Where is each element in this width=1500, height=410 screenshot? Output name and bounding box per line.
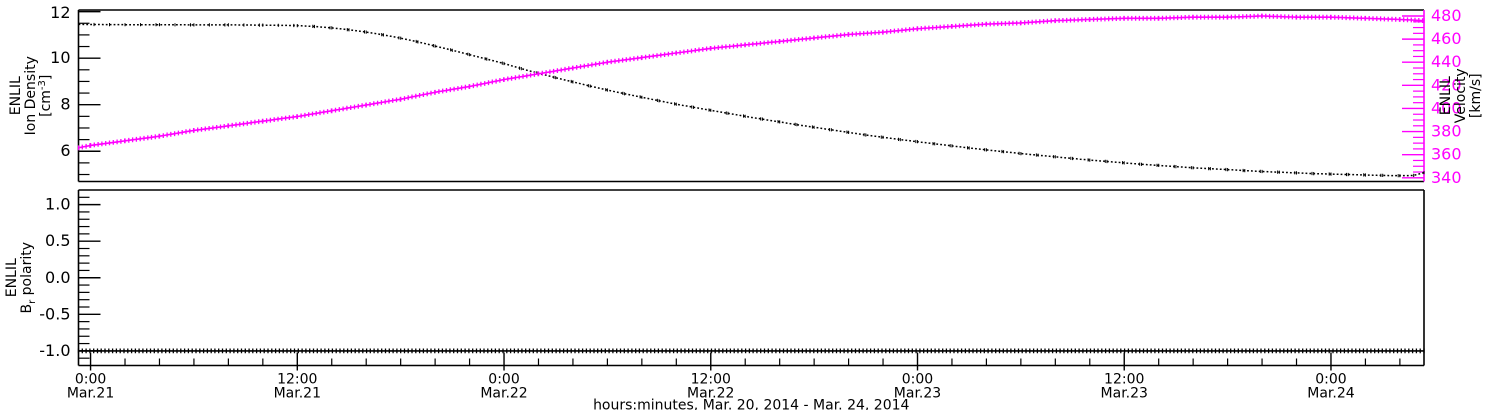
x-tick-time-label: 0:00 <box>75 372 106 388</box>
left-axis-title-line: Br​ polarity <box>19 242 38 314</box>
y-tick-label: 360 <box>1431 145 1462 164</box>
y-tick-label: 340 <box>1431 168 1462 187</box>
x-tick-time-label: 0:00 <box>1315 372 1346 388</box>
left-axis-title-line: [cm-3​] <box>37 75 54 117</box>
y-tick-label: 0.5 <box>45 231 70 250</box>
y-tick-label: 440 <box>1431 52 1462 71</box>
x-tick-date-label: Mar.21 <box>67 386 114 402</box>
x-tick-time-label: 12:00 <box>1104 372 1144 388</box>
y-tick-label: 380 <box>1431 122 1462 141</box>
y-tick-label: 6 <box>60 141 70 160</box>
y-tick-label: 1.0 <box>45 195 70 214</box>
x-tick-date-label: Mar.22 <box>687 386 734 402</box>
x-tick-time-label: 12:00 <box>277 372 317 388</box>
x-axis-title: hours:minutes, Mar. 20, 2014 - Mar. 24, … <box>593 398 909 410</box>
left-axis-title-line: ENLIL <box>4 258 20 297</box>
curve-line <box>78 23 1425 177</box>
right-axis-title-line: [km/s] <box>1468 73 1484 118</box>
x-tick-time-label: 0:00 <box>488 372 519 388</box>
left-axis-title-line: ENLIL <box>8 76 24 115</box>
left-axis-title-line: Ion Density <box>23 56 39 135</box>
x-tick-date-label: Mar.22 <box>480 386 527 402</box>
right-y-axis: 340 360 380 400 420 440 460 480 ENLIL Velocity [km… <box>1402 6 1484 187</box>
x-tick-date-label: Mar.24 <box>1307 386 1354 402</box>
x-tick-date-label: Mar.21 <box>274 386 321 402</box>
curve-markers <box>77 13 1425 151</box>
curve-markers <box>77 348 1425 354</box>
y-tick-label: 420 <box>1431 75 1462 94</box>
x-tick-date-label: Mar.23 <box>894 386 941 402</box>
y-tick-label: 400 <box>1431 98 1462 117</box>
x-axis: 0:00Mar.2112:00Mar.210:00Mar.2212:00Mar.… <box>67 352 1401 410</box>
y-tick-label: 480 <box>1431 6 1462 25</box>
x-tick-time-label: 12:00 <box>691 372 731 388</box>
y-tick-label: 8 <box>60 95 70 114</box>
velocity-curve <box>77 13 1425 151</box>
y-tick-label: 0.0 <box>45 268 70 287</box>
curve-markers <box>78 22 1425 178</box>
y-tick-label: -1.0 <box>39 341 70 360</box>
ion-density-curve <box>78 22 1425 178</box>
y-tick-label: 12 <box>50 3 70 22</box>
y-tick-label: -0.5 <box>39 304 70 323</box>
y-tick-label: 10 <box>50 48 70 67</box>
x-tick-time-label: 0:00 <box>902 372 933 388</box>
right-axis-title-line: ENLIL <box>1438 76 1454 115</box>
y-tick-label: 460 <box>1431 29 1462 48</box>
x-tick-date-label: Mar.23 <box>1101 386 1148 402</box>
curve-line <box>78 15 1424 149</box>
br-polarity-curve <box>77 348 1425 354</box>
right-axis-title-line: Velocity <box>1453 68 1469 123</box>
